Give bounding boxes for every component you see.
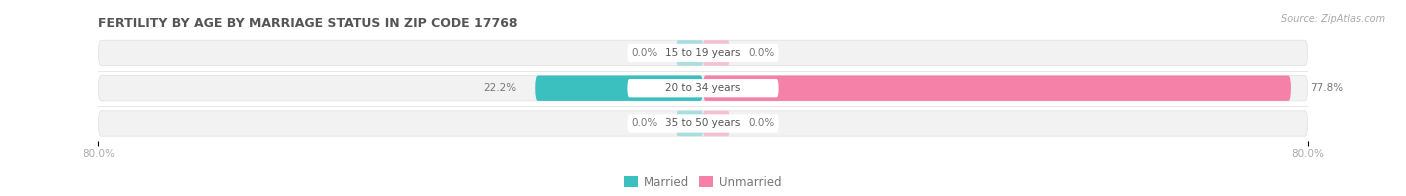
FancyBboxPatch shape [676, 111, 703, 136]
Text: 77.8%: 77.8% [1310, 83, 1343, 93]
Text: FERTILITY BY AGE BY MARRIAGE STATUS IN ZIP CODE 17768: FERTILITY BY AGE BY MARRIAGE STATUS IN Z… [98, 17, 517, 30]
FancyBboxPatch shape [703, 75, 1291, 101]
Text: 35 to 50 years: 35 to 50 years [665, 118, 741, 129]
FancyBboxPatch shape [98, 111, 1308, 136]
Text: 0.0%: 0.0% [748, 48, 775, 58]
Legend: Married, Unmarried: Married, Unmarried [620, 171, 786, 193]
FancyBboxPatch shape [703, 111, 730, 136]
FancyBboxPatch shape [627, 114, 779, 133]
Text: Source: ZipAtlas.com: Source: ZipAtlas.com [1281, 14, 1385, 24]
Text: 0.0%: 0.0% [748, 118, 775, 129]
FancyBboxPatch shape [536, 75, 703, 101]
FancyBboxPatch shape [98, 75, 1308, 101]
FancyBboxPatch shape [627, 44, 779, 62]
Text: 0.0%: 0.0% [631, 118, 658, 129]
Text: 22.2%: 22.2% [484, 83, 516, 93]
Text: 15 to 19 years: 15 to 19 years [665, 48, 741, 58]
FancyBboxPatch shape [627, 79, 779, 97]
FancyBboxPatch shape [98, 40, 1308, 66]
FancyBboxPatch shape [676, 40, 703, 66]
Text: 0.0%: 0.0% [631, 48, 658, 58]
FancyBboxPatch shape [703, 40, 730, 66]
Text: 20 to 34 years: 20 to 34 years [665, 83, 741, 93]
